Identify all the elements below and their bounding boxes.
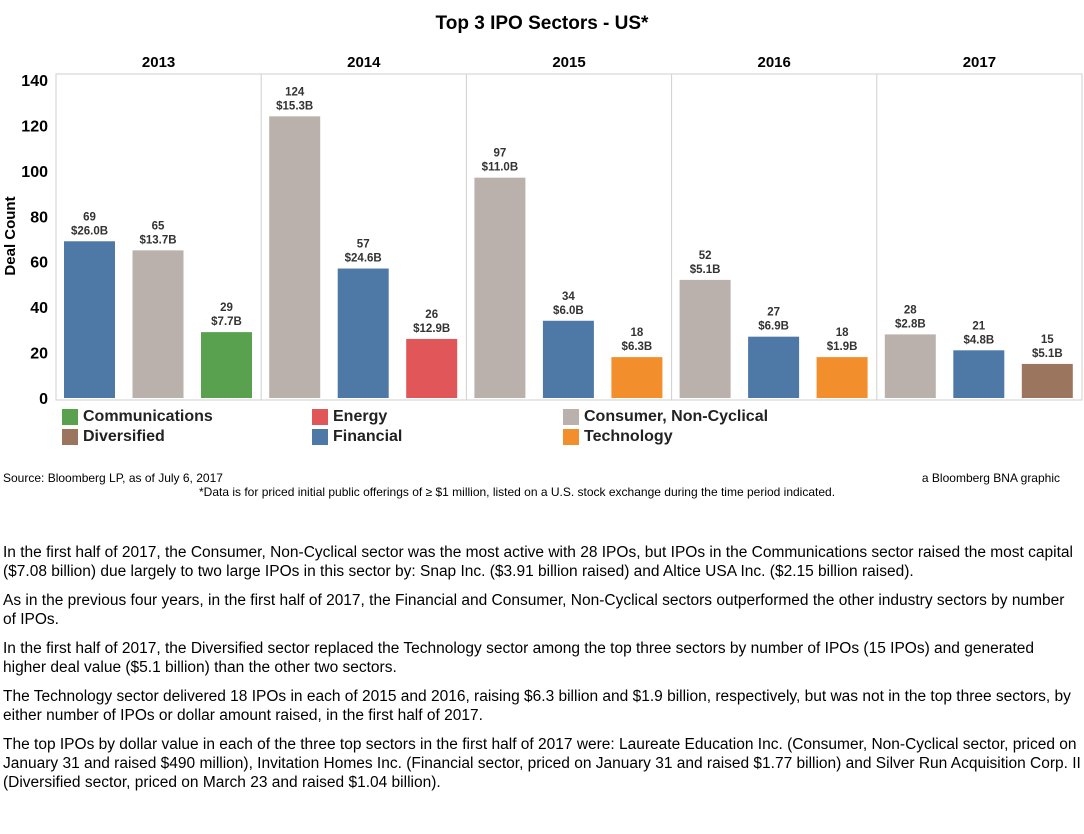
legend-swatch-communications xyxy=(62,409,78,425)
bar xyxy=(132,250,184,398)
bar-count-label: 97 xyxy=(494,148,507,160)
y-tick-label: 80 xyxy=(30,209,48,226)
graphic-credit: a Bloomberg BNA graphic xyxy=(921,471,1060,485)
bar-count-label: 69 xyxy=(83,211,96,223)
panel-year-label: 2015 xyxy=(552,54,585,71)
bar-count-label: 52 xyxy=(699,250,712,262)
legend-label-diversified: Diversified xyxy=(83,428,165,445)
legend-swatch-consumer xyxy=(563,409,579,425)
y-tick-label: 120 xyxy=(21,118,48,135)
panel-year-label: 2013 xyxy=(142,54,175,71)
y-tick-label: 20 xyxy=(30,346,48,363)
bar-count-label: 27 xyxy=(767,307,780,319)
legend-label-consumer: Consumer, Non-Cyclical xyxy=(584,408,769,425)
y-tick-label: 100 xyxy=(21,164,48,181)
bar-value-label: $6.3B xyxy=(622,341,653,353)
bar xyxy=(64,241,115,398)
bar xyxy=(337,268,389,398)
commentary-paragraph: In the first half of 2017, the Diversifi… xyxy=(3,640,1035,676)
bar-value-label: $4.8B xyxy=(963,334,994,346)
legend-label-financial: Financial xyxy=(333,428,403,445)
y-tick-label: 40 xyxy=(30,300,48,317)
chart-title: Top 3 IPO Sectors - US* xyxy=(436,13,650,34)
y-tick-label: 0 xyxy=(39,391,48,408)
commentary-paragraph: The top IPOs by dollar value in each of … xyxy=(3,736,1081,791)
bar-count-label: 124 xyxy=(285,86,305,98)
bar-value-label: $6.9B xyxy=(758,321,789,333)
bar-value-label: $2.8B xyxy=(895,318,926,330)
bar xyxy=(884,334,936,398)
y-axis-label: Deal Count xyxy=(2,196,19,275)
bar-count-label: 15 xyxy=(1041,334,1054,346)
bar-value-label: $12.9B xyxy=(413,323,450,335)
bar xyxy=(816,357,868,398)
bar xyxy=(1021,363,1073,398)
bar-count-label: 29 xyxy=(220,302,233,314)
commentary-paragraph: The Technology sector delivered 18 IPOs … xyxy=(3,688,1071,724)
legend-swatch-financial xyxy=(312,429,328,445)
legend-item-diversified: Diversified xyxy=(62,428,165,446)
bar-value-label: $6.0B xyxy=(553,305,584,317)
y-tick-label: 140 xyxy=(21,73,48,90)
legend-item-energy: Energy xyxy=(312,408,387,426)
legend-label-communications: Communications xyxy=(83,408,213,425)
bar-value-label: $24.6B xyxy=(345,253,382,265)
bar-value-label: $5.1B xyxy=(690,264,721,276)
bar-count-label: 34 xyxy=(562,291,575,303)
bar-count-label: 21 xyxy=(972,320,985,332)
bar-count-label: 65 xyxy=(152,220,165,232)
legend-item-technology: Technology xyxy=(563,428,673,446)
bar-value-label: $5.1B xyxy=(1032,348,1063,360)
bar xyxy=(201,332,252,398)
bar-value-label: $1.9B xyxy=(827,341,858,353)
legend-label-energy: Energy xyxy=(333,408,388,425)
panel-year-label: 2016 xyxy=(758,54,791,71)
bar-count-label: 57 xyxy=(357,239,370,251)
bar-count-label: 26 xyxy=(425,309,438,321)
bar-count-label: 18 xyxy=(836,327,849,339)
bar xyxy=(269,116,321,398)
bar xyxy=(679,279,731,398)
bar-value-label: $26.0B xyxy=(71,225,108,237)
bar-value-label: $7.7B xyxy=(211,316,242,328)
commentary: In the first half of 2017, the Consumer,… xyxy=(3,543,1081,802)
commentary-paragraph: As in the previous four years, in the fi… xyxy=(3,592,1065,628)
ipo-sector-chart: Top 3 IPO Sectors - US* Deal Count 0 20 40 60… xyxy=(2,13,1083,408)
bar-value-label: $15.3B xyxy=(276,100,313,112)
y-tick-label: 60 xyxy=(30,255,48,272)
legend-swatch-technology xyxy=(563,429,579,445)
bar xyxy=(474,177,526,398)
commentary-paragraph: In the first half of 2017, the Consumer,… xyxy=(3,544,1073,580)
legend-item-consumer: Consumer, Non-Cyclical xyxy=(563,408,768,426)
legend-item-communications: Communications xyxy=(62,408,213,426)
legend-item-financial: Financial xyxy=(312,428,402,446)
bar xyxy=(542,320,594,398)
bar xyxy=(748,336,800,398)
bar-count-label: 18 xyxy=(631,327,644,339)
bar-value-label: $11.0B xyxy=(482,162,518,174)
bar xyxy=(611,357,663,398)
bar xyxy=(406,338,458,398)
plot-frame xyxy=(55,73,1083,401)
legend-label-technology: Technology xyxy=(584,428,673,445)
bar-value-label: $13.7B xyxy=(139,234,176,246)
legend-swatch-energy xyxy=(312,409,328,425)
panel-year-label: 2014 xyxy=(347,54,381,71)
legend-swatch-diversified xyxy=(62,429,78,445)
source-note: Source: Bloomberg LP, as of July 6, 2017 xyxy=(3,471,223,485)
panel-year-label: 2017 xyxy=(963,54,996,71)
bar xyxy=(953,350,1005,398)
footnote: *Data is for priced initial public offer… xyxy=(199,485,836,499)
chart-legend: Communications Energy Consumer, Non-Cycl… xyxy=(60,408,960,452)
bar-count-label: 28 xyxy=(904,304,917,316)
